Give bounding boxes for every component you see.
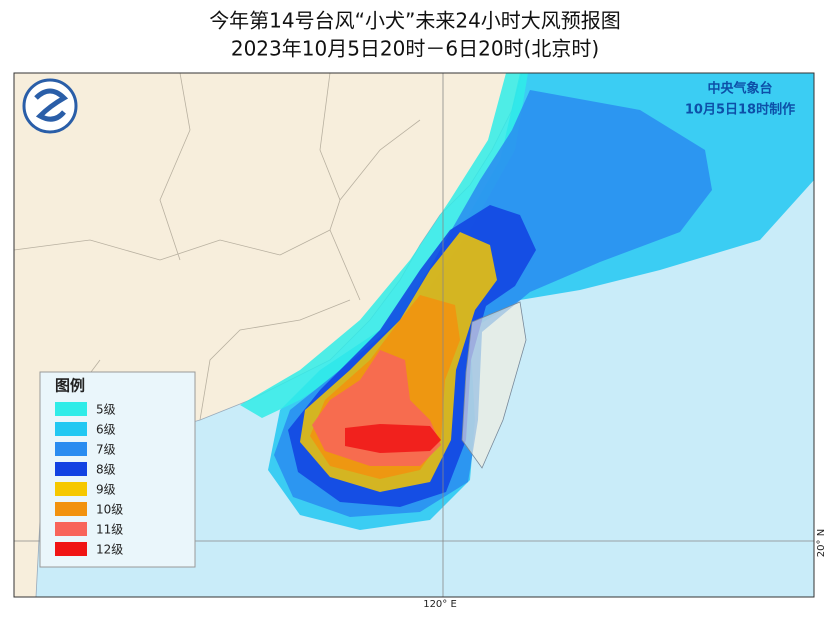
title: 今年第14号台风“小犬”未来24小时大风预报图 <box>209 9 621 33</box>
legend-title: 图例 <box>55 377 85 395</box>
map-frame <box>13 72 815 598</box>
lat-label: 20° N <box>816 529 827 557</box>
taiwan <box>461 301 527 469</box>
legend-swatch <box>55 502 87 516</box>
legend-label: 10级 <box>96 503 123 517</box>
legend-swatch <box>55 422 87 436</box>
legend-swatch <box>55 402 87 416</box>
wind-zones <box>240 73 814 530</box>
legend-label: 6级 <box>96 423 116 437</box>
legend-label: 8级 <box>96 463 116 477</box>
legend-label: 9级 <box>96 483 116 497</box>
legend-label: 7级 <box>96 443 116 457</box>
legend-swatch <box>55 442 87 456</box>
agency-name: 中央气象台 <box>707 81 772 97</box>
map <box>14 73 814 597</box>
legend-label: 5级 <box>96 403 116 417</box>
wind-zone <box>345 424 441 453</box>
legend-swatch <box>55 522 87 536</box>
legend-label: 11级 <box>96 523 123 537</box>
legend-label: 12级 <box>96 543 123 557</box>
legend: 图例 5级 6级 7级 8级 9级 10级 11级 12级 <box>39 371 196 568</box>
subtitle: 2023年10月5日20时－6日20时(北京时) <box>231 37 599 61</box>
legend-swatch <box>55 462 87 476</box>
logo <box>22 78 78 134</box>
issue-time: 10月5日18时制作 <box>685 102 795 118</box>
legend-swatch <box>55 542 87 556</box>
lon-label: 120° E <box>423 599 457 610</box>
legend-swatch <box>55 482 87 496</box>
wind-zone <box>240 73 528 418</box>
